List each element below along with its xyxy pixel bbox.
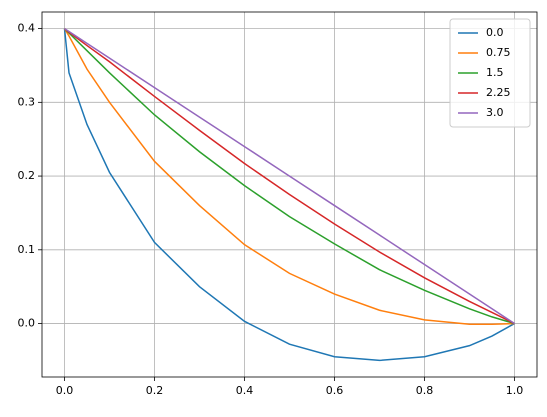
legend-label: 2.25 <box>486 86 511 99</box>
legend-label: 0.75 <box>486 46 511 59</box>
x-tick-label: 0.6 <box>326 384 344 397</box>
line-series <box>63 28 515 325</box>
line-series <box>63 28 515 326</box>
line-series <box>64 28 515 325</box>
x-tick-label: 0.8 <box>416 384 434 397</box>
y-tick-label: 0.4 <box>18 22 36 35</box>
y-tick-label: 0.1 <box>18 243 36 256</box>
line-series <box>63 28 515 362</box>
legend-label: 3.0 <box>486 106 504 119</box>
legend-label: 1.5 <box>486 66 504 79</box>
line-series <box>64 27 515 325</box>
y-tick-label: 0.2 <box>18 169 36 182</box>
x-tick-label: 0.0 <box>56 384 74 397</box>
y-tick-label: 0.0 <box>18 317 36 330</box>
plot-frame <box>41 11 538 378</box>
y-tick-label: 0.3 <box>18 95 36 108</box>
x-tick-label: 1.0 <box>506 384 524 397</box>
x-tick-label: 0.2 <box>146 384 164 397</box>
x-tick-label: 0.4 <box>236 384 254 397</box>
legend-label: 0.0 <box>486 26 504 39</box>
legend-box <box>449 18 531 128</box>
